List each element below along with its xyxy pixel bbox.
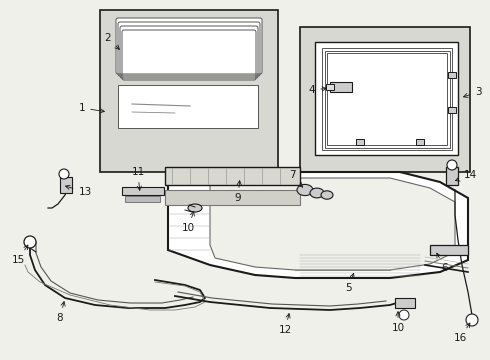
Text: 14: 14 xyxy=(456,170,477,181)
Bar xyxy=(300,27,470,172)
Bar xyxy=(100,10,278,172)
Text: 5: 5 xyxy=(344,274,354,293)
Text: 4: 4 xyxy=(309,85,326,95)
Text: 15: 15 xyxy=(11,245,28,265)
Bar xyxy=(395,298,415,308)
Circle shape xyxy=(399,310,409,320)
Bar xyxy=(448,72,456,78)
Bar xyxy=(60,177,72,193)
Text: 1: 1 xyxy=(79,103,104,113)
Bar xyxy=(122,187,164,195)
Text: 7: 7 xyxy=(289,170,302,187)
Bar xyxy=(165,167,300,185)
Text: 11: 11 xyxy=(131,167,145,190)
Bar xyxy=(430,245,468,255)
Text: 13: 13 xyxy=(66,185,92,197)
Bar xyxy=(125,196,160,202)
Circle shape xyxy=(447,160,457,170)
Circle shape xyxy=(24,236,36,248)
Text: 10: 10 xyxy=(181,211,195,233)
Bar xyxy=(446,167,458,185)
Bar xyxy=(448,107,456,113)
Circle shape xyxy=(466,314,478,326)
Polygon shape xyxy=(210,178,455,270)
Text: 8: 8 xyxy=(57,302,65,323)
Bar xyxy=(416,139,424,145)
Circle shape xyxy=(59,169,69,179)
Bar xyxy=(356,139,364,145)
Text: 10: 10 xyxy=(392,312,405,333)
FancyBboxPatch shape xyxy=(116,18,262,74)
Polygon shape xyxy=(118,85,258,128)
Text: 16: 16 xyxy=(453,323,470,343)
Text: 2: 2 xyxy=(105,33,120,49)
Bar xyxy=(330,82,352,92)
Ellipse shape xyxy=(188,204,202,212)
Bar xyxy=(326,84,334,90)
Text: 6: 6 xyxy=(437,253,448,273)
Ellipse shape xyxy=(310,188,324,198)
Polygon shape xyxy=(168,172,468,278)
Polygon shape xyxy=(315,42,458,155)
Ellipse shape xyxy=(321,191,333,199)
Ellipse shape xyxy=(297,184,313,195)
Text: 3: 3 xyxy=(464,87,481,98)
Text: 9: 9 xyxy=(235,181,242,203)
Bar xyxy=(165,190,300,205)
Text: 12: 12 xyxy=(278,314,292,335)
